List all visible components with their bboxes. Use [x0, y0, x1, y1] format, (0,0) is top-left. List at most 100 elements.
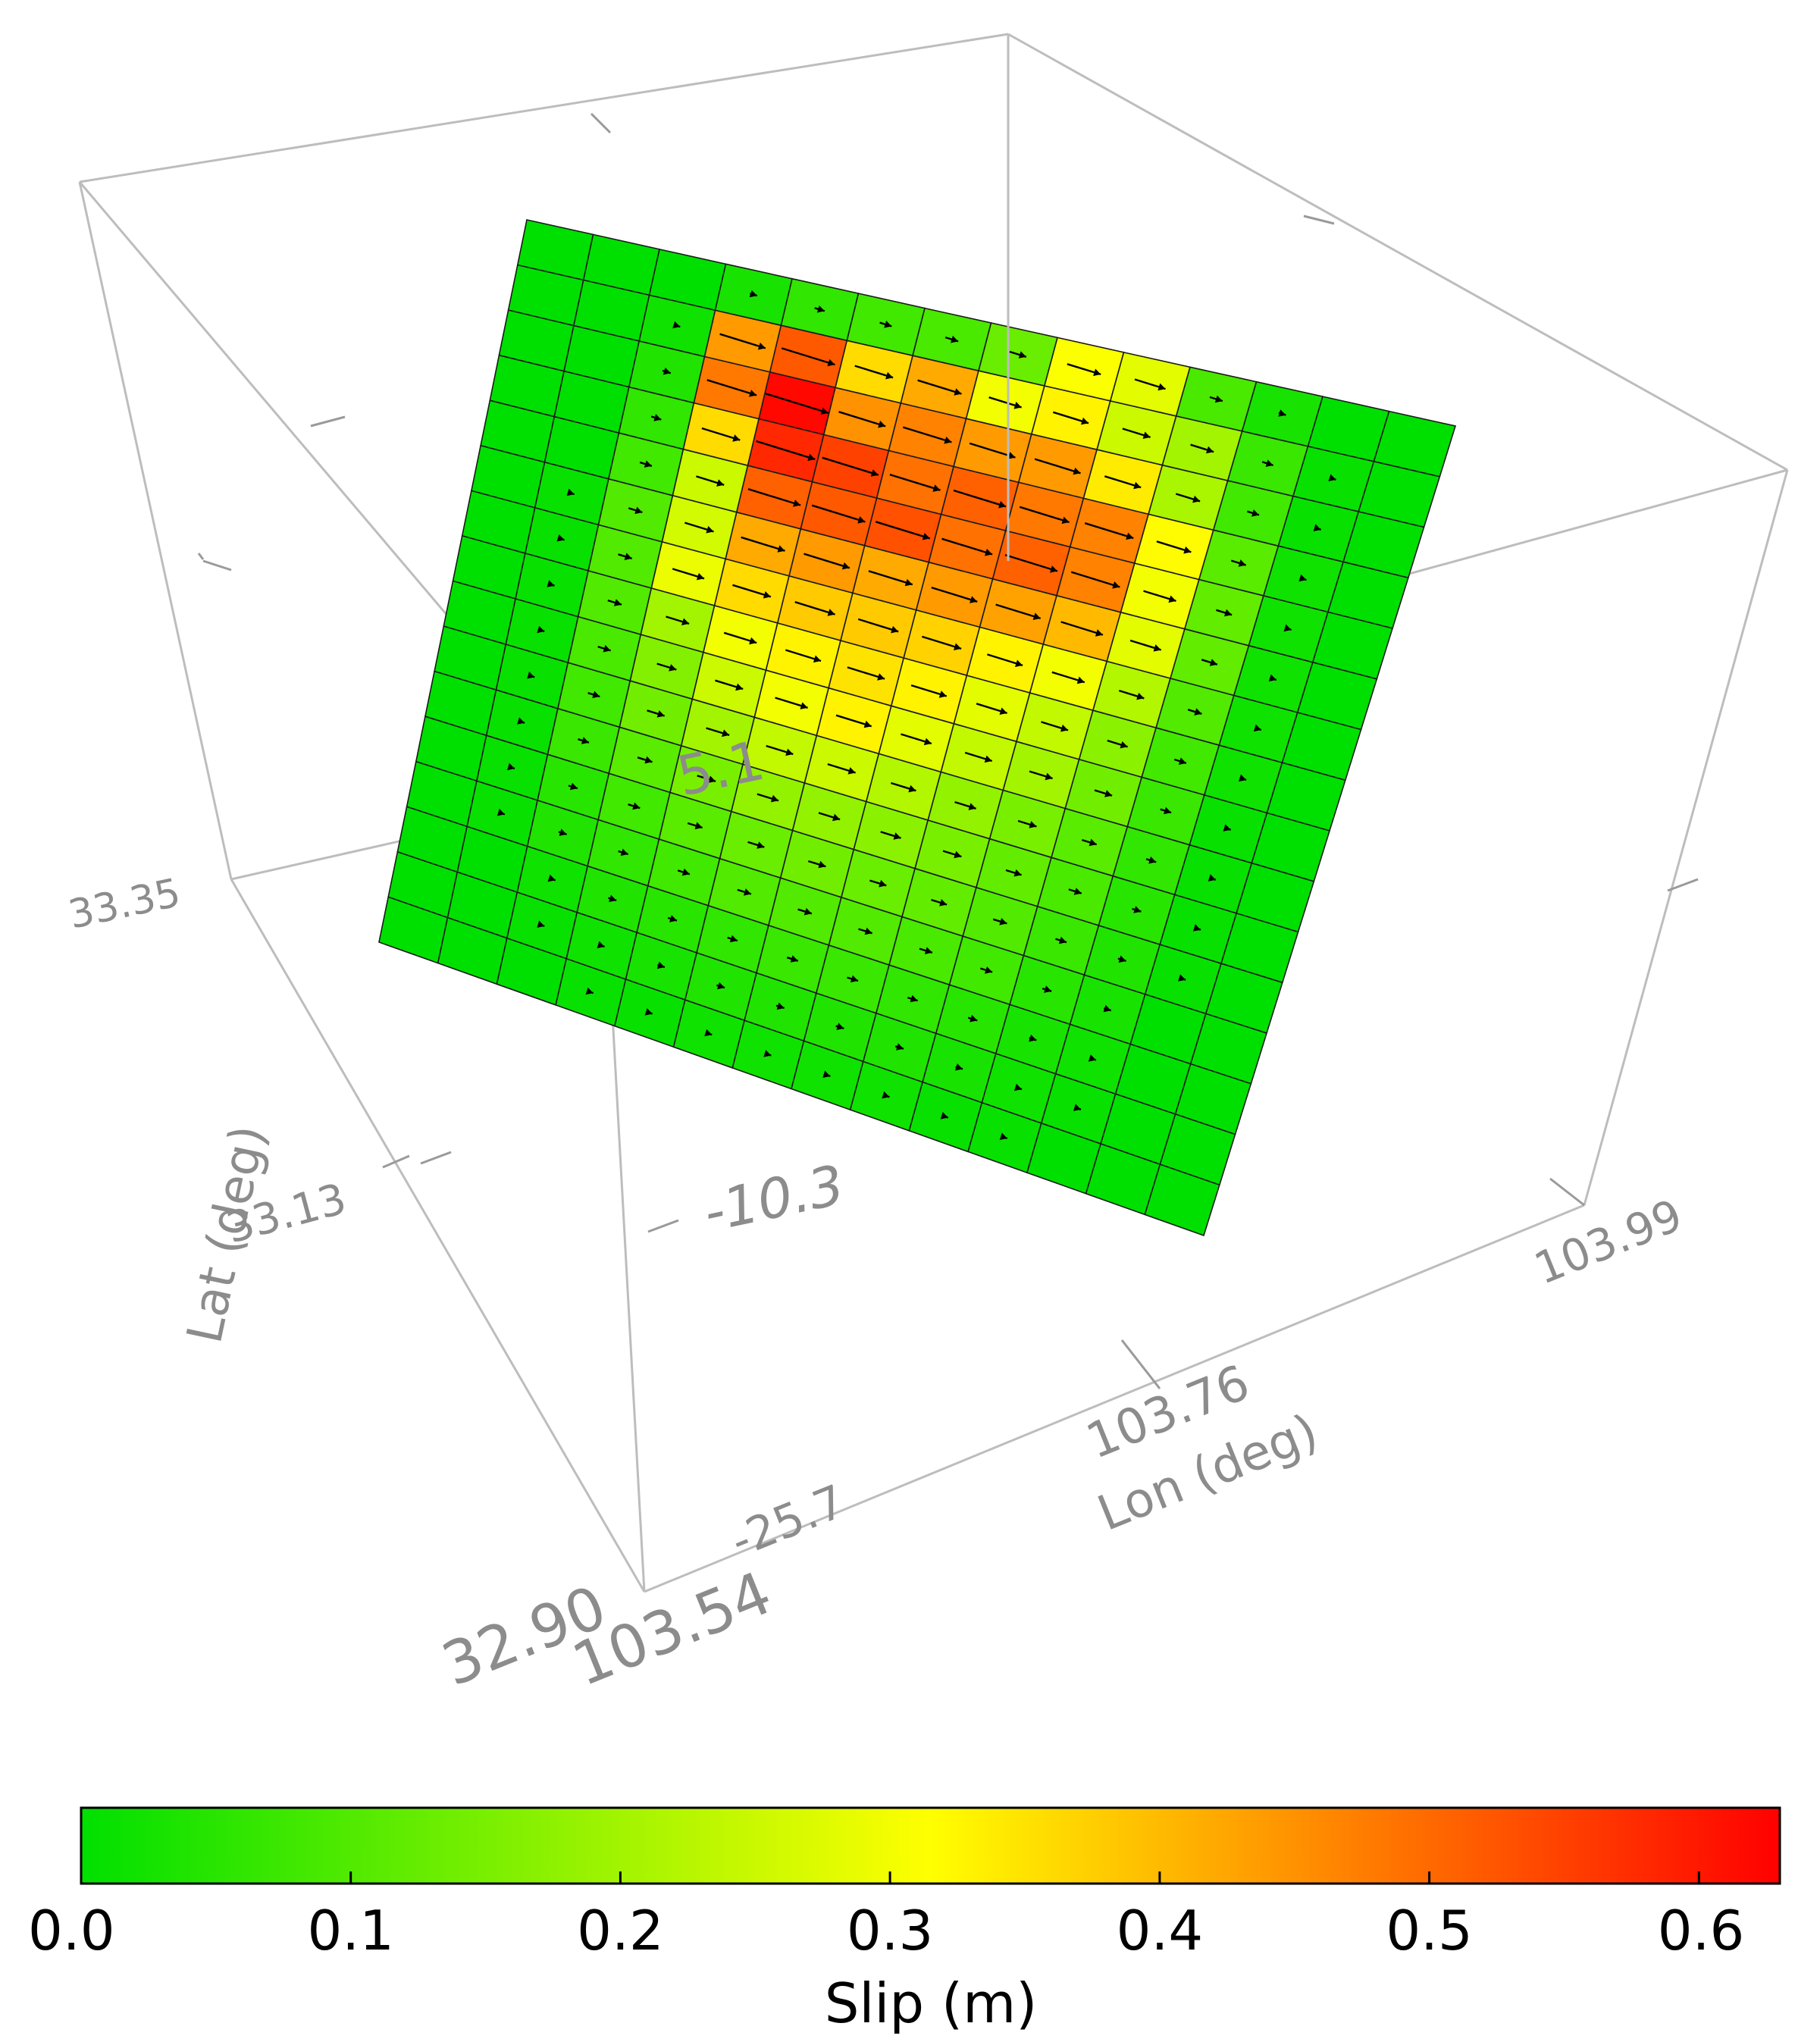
rake-arrow-head	[681, 618, 690, 625]
rake-arrow-head	[864, 927, 872, 935]
rake-arrow-head	[820, 407, 829, 415]
rake-arrow-head	[836, 1023, 844, 1030]
rake-arrow-head	[878, 420, 886, 428]
rake-arrow-shaft	[747, 488, 801, 506]
rake-arrow-head	[1133, 481, 1142, 490]
colorbar-tick-label: 0.2	[577, 1899, 664, 1962]
rake-arrow-head	[585, 987, 594, 995]
rake-arrow-shaft	[811, 504, 866, 523]
tick-mark	[310, 415, 346, 428]
rake-arrow-head	[1208, 874, 1216, 882]
rake-arrow-head	[954, 388, 962, 396]
rake-arrow-head	[656, 710, 665, 718]
tick-mark	[420, 1151, 452, 1165]
rake-arrow-shaft	[794, 601, 835, 615]
rake-arrow-head	[998, 500, 1007, 509]
rake-arrow-shaft	[803, 553, 850, 569]
rake-arrow-head	[672, 321, 681, 329]
rake-arrow-head	[1153, 644, 1161, 652]
rake-arrow-head	[1032, 612, 1041, 620]
rake-arrow-head	[663, 367, 671, 375]
rake-arrow-head	[1313, 524, 1321, 531]
box-edge	[79, 33, 1009, 183]
box-edge	[78, 181, 233, 880]
rake-arrow-head	[632, 802, 641, 810]
rake-arrow-head	[1265, 459, 1273, 467]
rake-arrow-head	[770, 794, 778, 803]
rake-arrow-head	[624, 553, 632, 560]
rake-arrow-head	[1081, 417, 1089, 425]
rake-arrow-head	[923, 738, 932, 746]
rake-arrow-head	[999, 918, 1007, 925]
colorbar-tick-label: 0.5	[1386, 1899, 1473, 1962]
rake-arrow-head	[581, 737, 589, 744]
rake-arrow-head	[1133, 906, 1142, 913]
rake-arrow-head	[1103, 1004, 1111, 1013]
rake-arrow-head	[954, 1063, 963, 1071]
rake-arrow-head	[656, 961, 665, 969]
rake-arrow-head	[559, 828, 567, 836]
rake-arrow-head	[970, 1014, 978, 1023]
rake-arrow-head	[785, 748, 794, 756]
rake-arrow-shaft	[1060, 621, 1104, 636]
rake-arrow-head	[1142, 431, 1151, 439]
rake-arrow-head	[1224, 609, 1233, 617]
rake-arrow-head	[609, 894, 617, 903]
rake-arrow-head	[970, 596, 978, 603]
tick-mark	[202, 559, 232, 572]
rake-arrow-head	[885, 371, 894, 380]
rake-arrow-head	[1015, 659, 1023, 667]
rake-arrow-head	[1268, 674, 1277, 682]
rake-arrow-shaft	[1070, 571, 1120, 588]
rake-arrow-head	[910, 994, 918, 1003]
rake-arrow-head	[1209, 659, 1217, 666]
colorbar-tick-label: 0.6	[1658, 1899, 1745, 1962]
rake-arrow-head	[1253, 724, 1261, 732]
rake-arrow-head	[1251, 509, 1259, 517]
rake-arrow-head	[717, 982, 725, 990]
rake-arrow-head	[922, 533, 930, 540]
rake-arrow-head	[832, 813, 841, 822]
rake-arrows	[497, 290, 1336, 1140]
rake-arrow-head	[634, 506, 643, 515]
rake-arrow-head	[999, 707, 1007, 715]
rake-arrow-head	[822, 1070, 831, 1078]
rake-arrow-head	[1095, 629, 1103, 637]
z-tick-label: -10.3	[698, 1153, 850, 1245]
rake-arrow-head	[954, 850, 962, 859]
rake-arrow-head	[603, 644, 611, 653]
rake-arrow-head	[716, 479, 725, 487]
rake-arrow-head	[1061, 516, 1070, 525]
rake-arrow-head	[507, 763, 515, 771]
rake-arrow-head	[827, 359, 835, 367]
rake-arrow-head	[597, 941, 605, 949]
rake-arrow-shaft	[1004, 553, 1058, 572]
rake-arrow-head	[1183, 546, 1192, 554]
rake-arrow-head	[1112, 581, 1120, 589]
rake-arrow-head	[537, 625, 545, 634]
colorbar: 0.0 0.1 0.2 0.3 0.4 0.5 0.6 Slip (m)	[28, 1806, 1781, 2035]
rake-arrow-shaft	[868, 570, 913, 586]
rake-arrow-shaft	[741, 536, 785, 552]
rake-arrow-head	[1238, 559, 1246, 567]
rake-arrow-head	[1136, 692, 1145, 700]
rake-arrow-head	[1178, 757, 1186, 765]
rake-arrow-shaft	[765, 393, 829, 415]
rake-arrow-head	[696, 572, 704, 581]
rake-arrow-head	[940, 1112, 948, 1120]
rake-arrow-head	[1045, 772, 1053, 781]
rake-arrow-head	[1073, 888, 1082, 895]
rake-arrow-head	[763, 591, 771, 599]
colorbar-title: Slip (m)	[825, 1972, 1038, 2035]
rake-arrow-head	[1093, 368, 1101, 377]
rake-arrow-head	[1164, 806, 1172, 815]
rake-arrow-head	[757, 841, 765, 849]
rake-arrow-head	[1283, 624, 1292, 632]
tick-mark	[1549, 1177, 1585, 1207]
rake-arrow-head	[1013, 869, 1022, 877]
rake-arrow-head	[1148, 857, 1157, 864]
rake-arrow-head	[1298, 574, 1307, 582]
rake-arrow-head	[1214, 395, 1223, 403]
rake-arrow-head	[847, 767, 856, 775]
tick-mark	[590, 112, 612, 134]
